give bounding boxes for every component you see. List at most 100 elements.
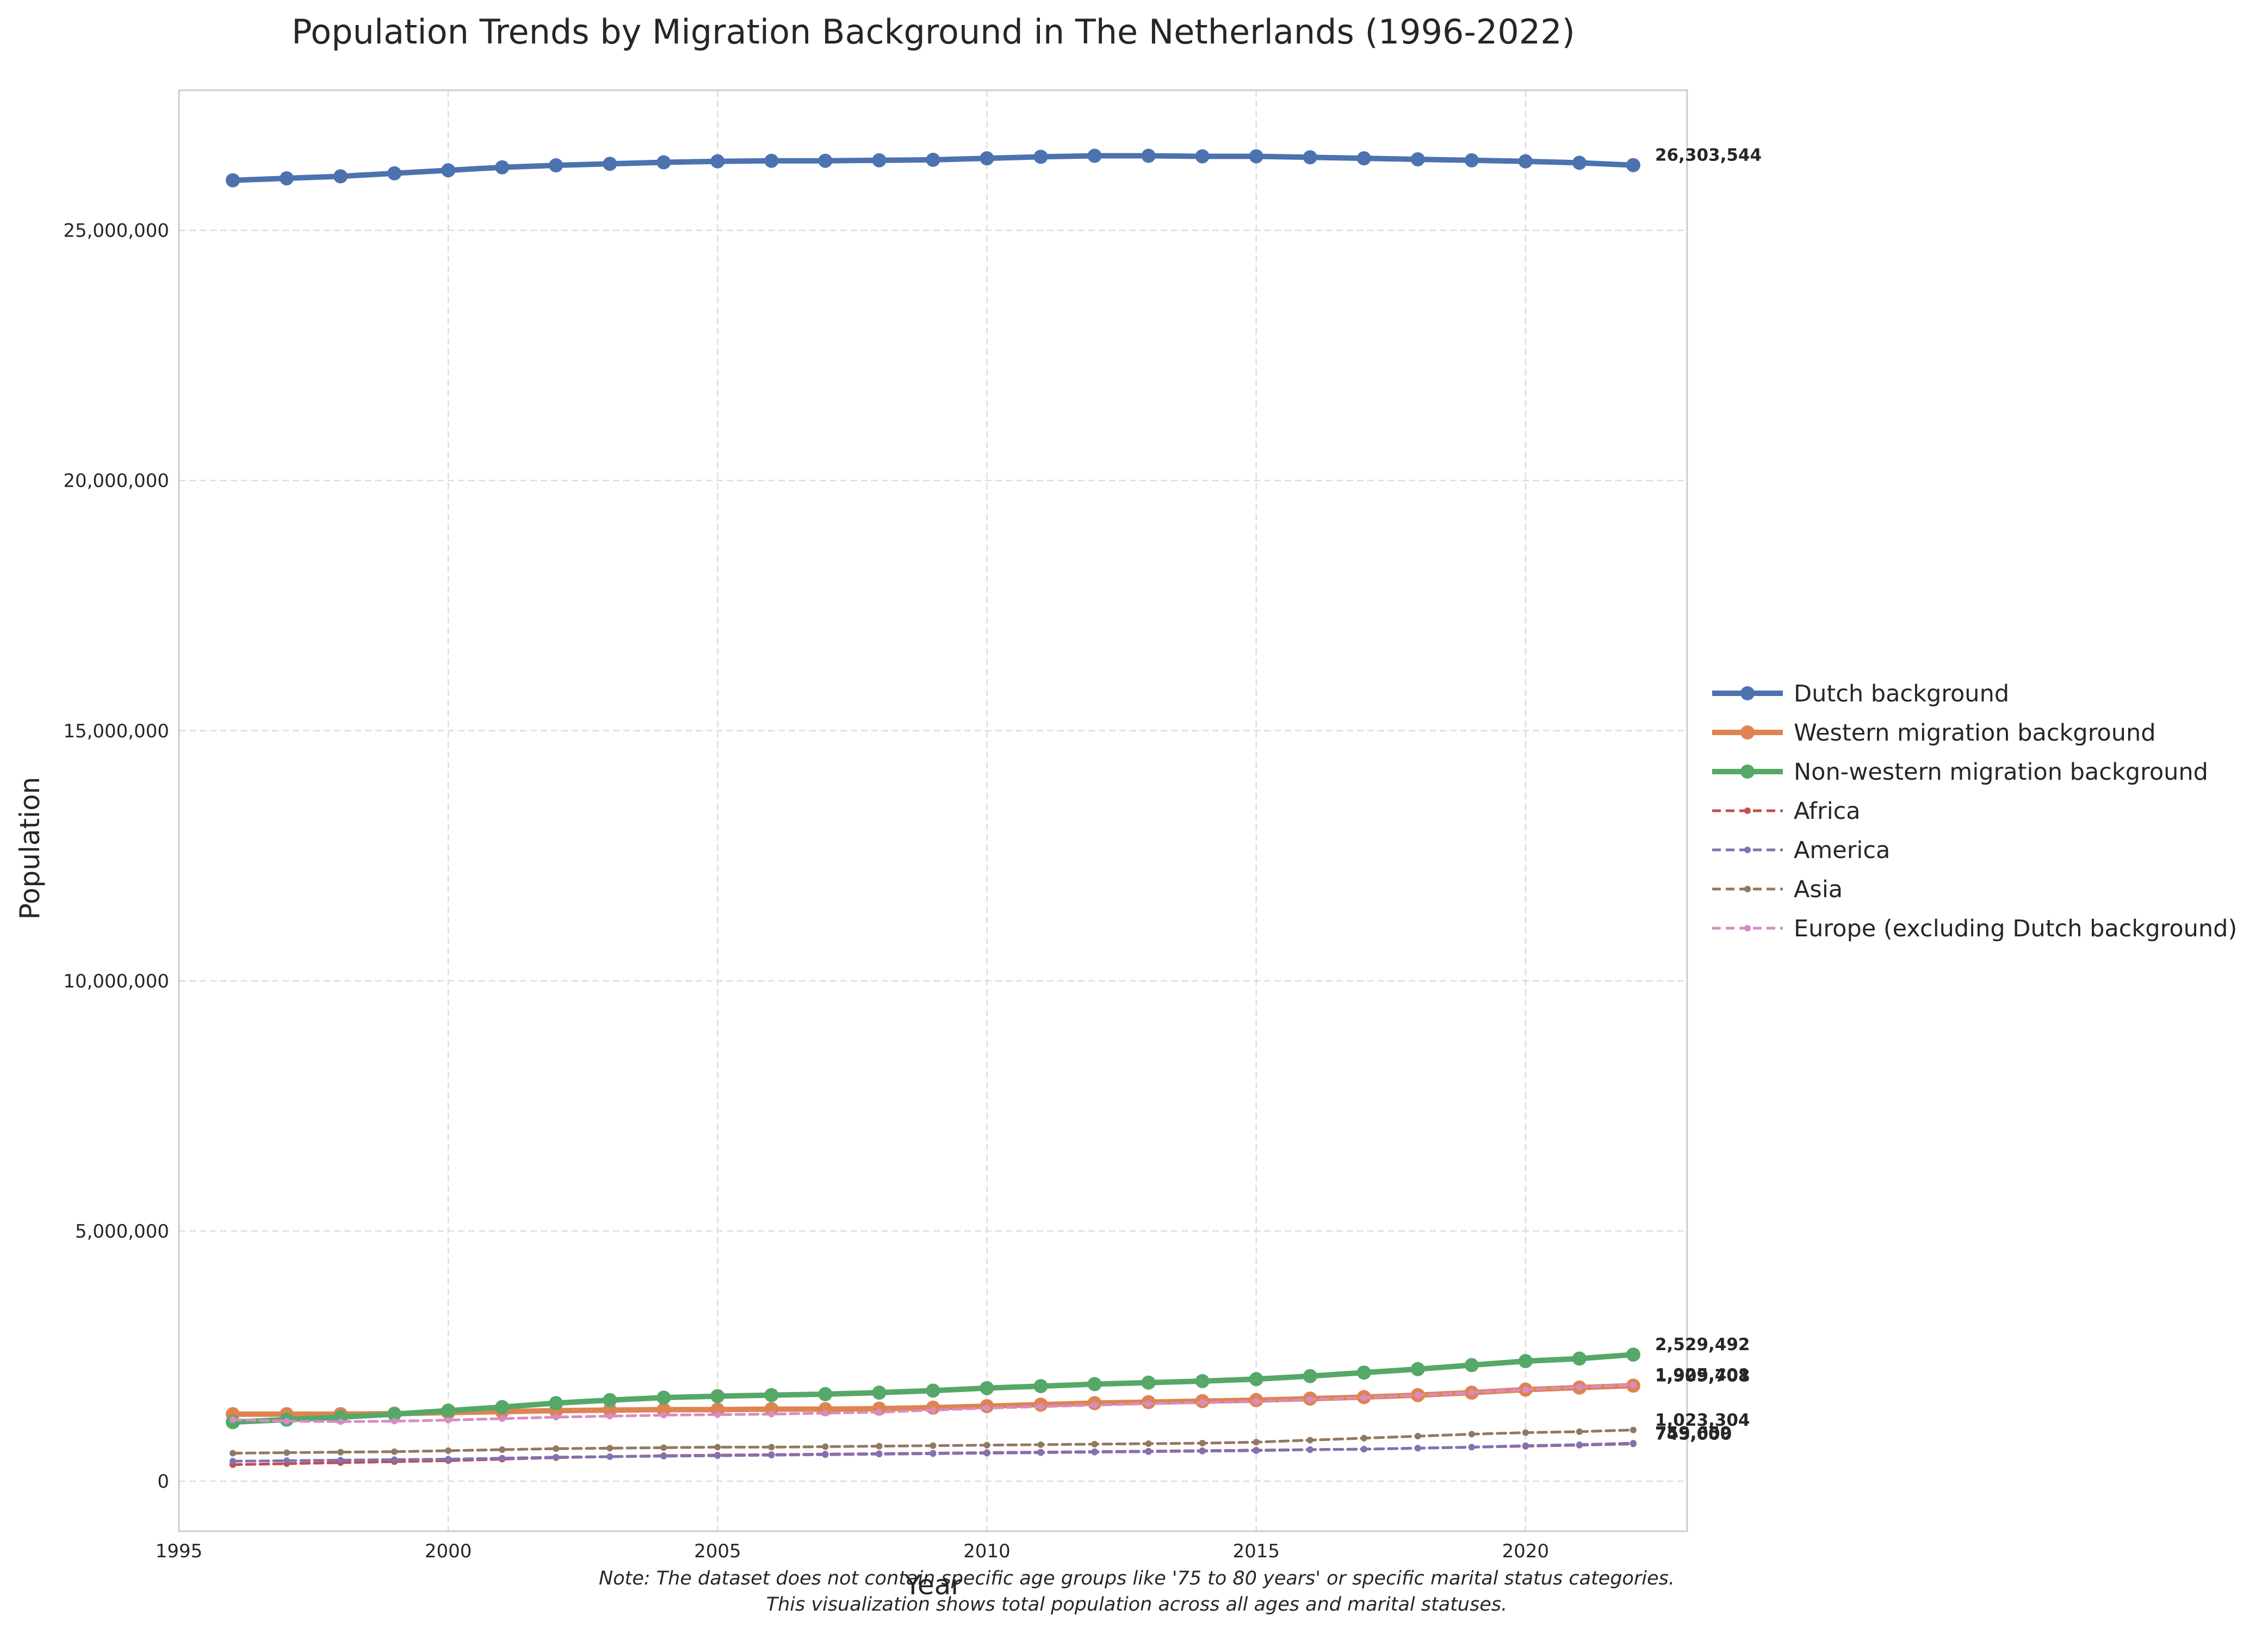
data-point — [1195, 149, 1210, 164]
data-point — [926, 152, 940, 167]
data-point — [337, 1449, 344, 1456]
data-point — [929, 1442, 937, 1449]
data-point — [606, 1453, 614, 1460]
data-point — [1199, 1440, 1206, 1447]
data-point — [1037, 1449, 1044, 1456]
data-point — [1199, 1447, 1206, 1455]
data-point — [549, 158, 563, 173]
legend: Dutch background Western migration backgr… — [1712, 680, 2237, 942]
x-tick-label: 2000 — [425, 1540, 472, 1562]
data-point — [606, 1413, 614, 1420]
data-point — [660, 1412, 667, 1419]
data-point — [1522, 1386, 1529, 1393]
data-point — [926, 1383, 940, 1398]
data-point — [822, 1451, 829, 1458]
data-point — [1145, 1448, 1152, 1455]
data-point — [714, 1452, 721, 1459]
data-point — [1091, 1402, 1098, 1409]
plot-area-frame — [178, 89, 1688, 1532]
legend-marker — [1740, 765, 1755, 779]
legend-item: Asia — [1712, 876, 1843, 903]
data-point — [387, 1407, 402, 1421]
data-point — [495, 160, 510, 175]
data-point — [1356, 1365, 1371, 1380]
data-point — [710, 1402, 725, 1417]
data-point — [1091, 1440, 1098, 1447]
data-point — [1468, 1431, 1475, 1438]
data-point — [1414, 1445, 1421, 1452]
data-point — [603, 1393, 617, 1407]
data-point — [441, 1403, 456, 1418]
data-point — [1141, 1375, 1156, 1390]
data-point — [1249, 1372, 1263, 1387]
legend-label: America — [1794, 837, 1890, 864]
data-point — [983, 1450, 990, 1457]
data-point — [1145, 1400, 1152, 1407]
data-point — [391, 1456, 398, 1463]
data-point — [1141, 148, 1156, 163]
data-point — [283, 1457, 290, 1464]
x-axis: 1995 2000 2005 2010 2015 2020 — [156, 1540, 1549, 1562]
data-point — [710, 1389, 725, 1403]
data-point — [499, 1415, 506, 1422]
data-point — [872, 1385, 887, 1400]
data-point — [660, 1444, 667, 1451]
series-america — [230, 1440, 1637, 1465]
data-point — [1626, 158, 1640, 172]
data-point — [387, 166, 402, 181]
legend-marker — [1740, 725, 1755, 740]
data-point — [1464, 153, 1479, 167]
legend-item: Non-western migration background — [1712, 759, 2208, 786]
data-point — [764, 153, 779, 168]
data-point — [768, 1410, 775, 1418]
data-point — [333, 169, 348, 184]
data-point — [391, 1418, 398, 1425]
y-tick-label: 20,000,000 — [63, 470, 169, 492]
note-line: Note: The dataset does not contain speci… — [599, 1568, 1675, 1589]
end-value-label: 2,529,492 — [1655, 1335, 1750, 1354]
data-point — [1629, 1440, 1637, 1447]
x-tick-label: 2005 — [694, 1540, 741, 1562]
data-point — [1572, 156, 1587, 170]
legend-item: Western migration background — [1712, 719, 2156, 747]
data-point — [337, 1457, 344, 1464]
data-point — [710, 154, 725, 169]
data-point — [1306, 1396, 1313, 1403]
data-point — [1091, 1449, 1098, 1456]
data-point — [1576, 1384, 1583, 1390]
legend-label: Africa — [1794, 798, 1861, 825]
data-point — [445, 1416, 452, 1424]
data-point — [1195, 1374, 1210, 1388]
legend-marker — [1744, 847, 1751, 853]
data-point — [549, 1396, 563, 1410]
data-point — [1356, 151, 1371, 166]
data-point — [1626, 1347, 1640, 1362]
data-point — [1410, 152, 1425, 166]
data-point — [1306, 1437, 1313, 1444]
data-point — [876, 1409, 883, 1416]
data-point — [1576, 1441, 1583, 1448]
data-point — [1249, 149, 1263, 164]
data-point — [656, 1390, 671, 1405]
data-point — [818, 1387, 833, 1401]
data-point — [1414, 1391, 1421, 1399]
chart-title: Population Trends by Migration Backgroun… — [292, 12, 1575, 52]
data-point — [1360, 1446, 1367, 1453]
data-point — [656, 1402, 671, 1417]
data-point — [1518, 154, 1533, 169]
data-point — [822, 1443, 829, 1450]
data-point — [1468, 1389, 1475, 1396]
data-point — [445, 1456, 452, 1463]
end-value-label: 1,925,401 — [1655, 1365, 1750, 1385]
legend-label: Non-western migration background — [1794, 759, 2208, 786]
series-lines — [226, 148, 1640, 1468]
data-point — [876, 1443, 883, 1450]
data-point — [660, 1452, 667, 1459]
data-point — [445, 1447, 452, 1454]
data-point — [980, 1381, 994, 1395]
data-point — [764, 1388, 779, 1402]
y-tick-label: 5,000,000 — [75, 1221, 169, 1242]
data-point — [980, 151, 994, 166]
series-asia — [230, 1426, 1637, 1457]
